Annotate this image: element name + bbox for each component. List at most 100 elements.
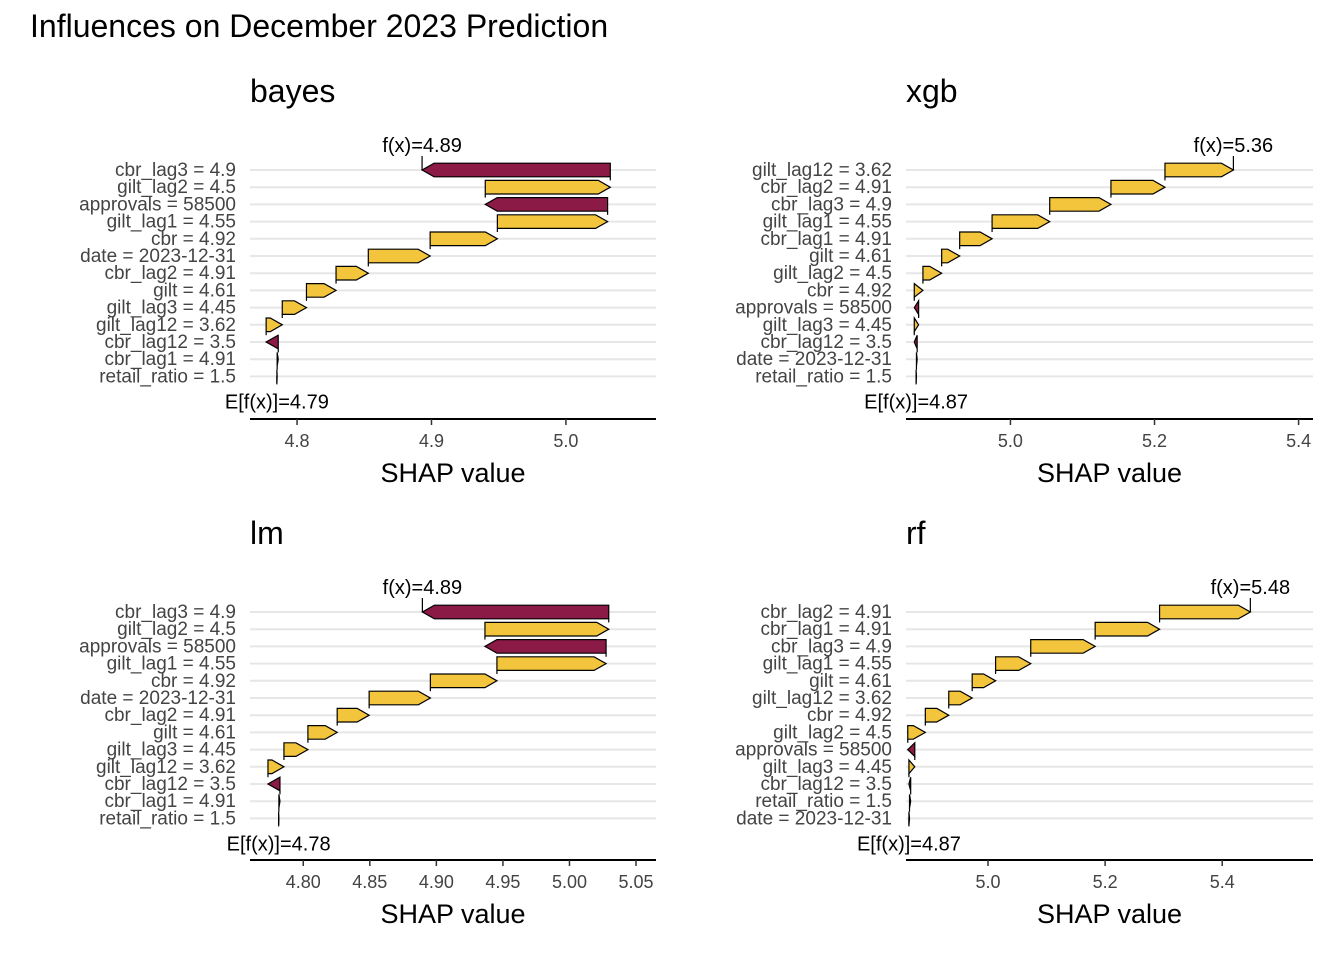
waterfall-bar[interactable] [484,621,610,637]
feature-label: cbr_lag1 = 4.91 [104,349,236,370]
waterfall-bar[interactable] [496,656,608,671]
waterfall-bar[interactable] [1158,604,1252,620]
panel-title: xgb [906,73,958,109]
feature-label: gilt_lag3 = 4.45 [107,740,236,761]
waterfall-bar[interactable] [941,248,961,264]
waterfall-bar[interactable] [913,282,924,299]
waterfall-bar[interactable] [283,742,310,757]
feature-label: cbr = 4.92 [807,705,892,726]
feature-label: cbr_lag12 = 3.5 [104,332,236,353]
waterfall-bar[interactable] [276,352,279,367]
x-tick-label: 4.90 [419,872,454,892]
waterfall-bar[interactable] [908,794,912,809]
waterfall-bar[interactable] [913,315,920,334]
feature-label: cbr = 4.92 [151,229,236,250]
x-tick-label: 4.95 [485,872,520,892]
feature-label: cbr_lag3 = 4.9 [115,160,236,181]
feature-label: gilt_lag1 = 4.55 [107,212,236,233]
figure-title: Influences on December 2023 Prediction [30,8,609,44]
feature-label: approvals = 58500 [79,636,236,657]
waterfall-bar[interactable] [948,690,974,706]
feature-label: gilt_lag3 = 4.45 [107,298,236,319]
waterfall-bar[interactable] [915,352,918,367]
feature-label: gilt_lag12 = 3.62 [96,757,236,778]
waterfall-bar[interactable] [368,690,432,706]
waterfall-bar[interactable] [421,604,610,620]
waterfall-bar[interactable] [429,673,499,689]
waterfall-bar[interactable] [367,248,432,264]
feature-label: cbr_lag3 = 4.9 [771,194,892,215]
feature-label: gilt = 4.61 [809,671,892,692]
feature-label: approvals = 58500 [79,194,236,215]
feature-label: gilt_lag1 = 4.55 [763,212,892,233]
feature-label: gilt_lag2 = 4.5 [773,263,892,284]
x-tick-label: 5.2 [1093,872,1118,892]
feature-label: retail_ratio = 1.5 [755,366,892,387]
base-value-label: E[f(x)]=4.78 [227,833,331,855]
waterfall-bar[interactable] [1164,162,1235,178]
waterfall-bar[interactable] [971,673,997,689]
waterfall-bar[interactable] [265,317,284,333]
feature-label: gilt = 4.61 [809,246,892,267]
waterfall-bar[interactable] [922,265,943,281]
feature-label: cbr_lag12 = 3.5 [104,774,236,795]
panel-title: rf [906,515,926,551]
feature-label: cbr = 4.92 [151,671,236,692]
base-value-label: E[f(x)]=4.87 [864,391,968,413]
waterfall-bar[interactable] [335,265,370,281]
feature-label: cbr_lag2 = 4.91 [104,263,236,284]
waterfall-bar[interactable] [336,707,371,723]
waterfall-bar[interactable] [307,725,339,740]
waterfall-bar[interactable] [924,707,950,723]
waterfall-bar[interactable] [906,741,916,758]
feature-label: gilt_lag3 = 4.45 [763,757,892,778]
feature-label: gilt_lag1 = 4.55 [763,654,892,675]
waterfall-bar[interactable] [305,283,338,298]
feature-label: gilt_lag12 = 3.62 [96,315,236,336]
waterfall-bar[interactable] [429,231,499,247]
waterfall-bar[interactable] [484,179,612,195]
waterfall-bar[interactable] [281,300,308,315]
feature-label: date = 2023-12-31 [736,349,892,370]
feature-label: gilt_lag12 = 3.62 [752,688,892,709]
feature-label: gilt_lag12 = 3.62 [752,160,892,181]
waterfall-bar[interactable] [907,725,927,740]
waterfall-bar[interactable] [1094,621,1161,637]
feature-label: retail_ratio = 1.5 [99,366,236,387]
waterfall-bar[interactable] [420,162,611,178]
waterfall-bar[interactable] [264,334,279,350]
x-axis-title: SHAP value [1037,458,1182,488]
waterfall-bar[interactable] [1030,639,1097,654]
x-tick-label: 4.8 [285,431,310,451]
waterfall-bar[interactable] [267,759,286,775]
feature-label: retail_ratio = 1.5 [99,808,236,829]
x-tick-label: 5.0 [998,431,1023,451]
waterfall-bar[interactable] [266,776,281,792]
x-tick-label: 4.80 [286,872,321,892]
waterfall-bar[interactable] [1110,179,1167,195]
waterfall-bar[interactable] [908,777,912,791]
waterfall-bar[interactable] [913,334,918,350]
waterfall-bar[interactable] [908,758,916,776]
waterfall-bar[interactable] [1049,197,1113,212]
feature-label: gilt_lag1 = 4.55 [107,654,236,675]
waterfall-bar[interactable] [959,231,994,247]
x-tick-label: 5.4 [1210,872,1235,892]
waterfall-bar[interactable] [913,298,920,317]
x-tick-label: 5.05 [619,872,654,892]
panel-title: lm [250,515,284,551]
feature-label: cbr_lag12 = 3.5 [760,774,892,795]
feature-label: gilt = 4.61 [153,722,236,743]
waterfall-bar[interactable] [484,197,609,212]
feature-label: cbr_lag3 = 4.9 [771,636,892,657]
waterfall-bar[interactable] [278,794,281,809]
waterfall-bar[interactable] [483,639,607,654]
final-value-label: f(x)=5.36 [1194,135,1273,157]
waterfall-bar[interactable] [908,811,911,826]
x-axis-title: SHAP value [380,899,525,929]
waterfall-bar[interactable] [496,214,609,229]
waterfall-bar[interactable] [991,214,1051,229]
waterfall-bar[interactable] [994,656,1032,671]
x-tick-label: 5.0 [975,872,1000,892]
